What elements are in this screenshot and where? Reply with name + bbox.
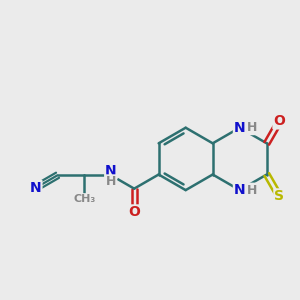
- Text: N: N: [105, 164, 117, 178]
- Text: O: O: [273, 114, 285, 128]
- Text: CH₃: CH₃: [73, 194, 95, 204]
- Text: N: N: [30, 181, 41, 195]
- Text: N: N: [234, 183, 245, 197]
- Text: H: H: [106, 175, 116, 188]
- Text: H: H: [247, 184, 257, 196]
- Text: N: N: [234, 121, 245, 135]
- Text: H: H: [247, 121, 257, 134]
- Text: S: S: [274, 189, 284, 203]
- Text: O: O: [128, 206, 140, 219]
